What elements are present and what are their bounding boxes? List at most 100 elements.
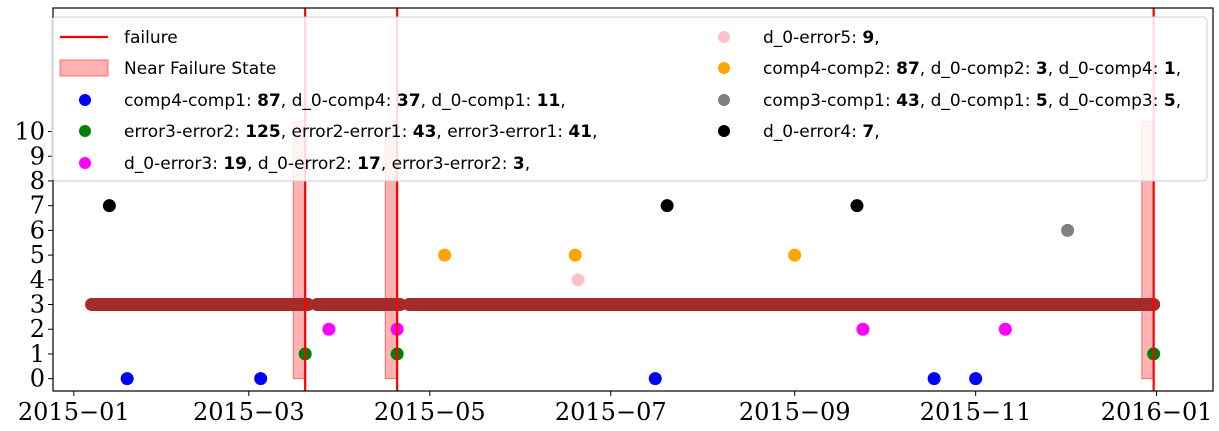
legend-label: comp3-comp1: 43, d_0-comp1: 5, d_0-comp3… xyxy=(763,91,1181,111)
data-point xyxy=(660,199,674,213)
y-tick-label: 7 xyxy=(30,192,45,220)
legend-label-part: comp3-comp1: xyxy=(763,91,896,111)
legend-label-part: , d_0-comp4: xyxy=(1048,59,1164,79)
legend: failure Near Failure State comp4-comp1: 87… xyxy=(51,16,1208,182)
legend-label-part: 87 xyxy=(257,91,281,111)
data-point xyxy=(438,248,452,262)
legend-label: comp4-comp2: 87, d_0-comp2: 3, d_0-comp4… xyxy=(763,59,1181,79)
legend-label-part: 11 xyxy=(537,91,561,111)
legend-entry: comp4-comp2: 87, d_0-comp2: 3, d_0-comp4… xyxy=(718,59,1181,79)
legend-label-part: 125 xyxy=(245,122,281,142)
legend-label-part: , xyxy=(874,122,879,142)
data-point xyxy=(254,372,268,386)
data-point xyxy=(927,372,941,386)
y-tick-label: 10 xyxy=(14,118,45,146)
legend-label-part: , d_0-comp1: xyxy=(920,91,1036,111)
legend-label-part: , xyxy=(592,122,597,142)
x-tick-label: 2015−01 xyxy=(18,398,130,426)
data-point xyxy=(571,273,585,287)
legend-entry: d_0-error3: 19, d_0-error2: 17, error3-e… xyxy=(79,154,530,174)
plot-frame xyxy=(52,7,1214,392)
legend-marker-swatch xyxy=(79,157,91,169)
legend-label-part: d_0-error3: xyxy=(124,154,223,174)
x-tick-label: 2015−05 xyxy=(374,398,486,426)
legend-label-part: 5 xyxy=(1164,91,1176,111)
legend-label-part: , xyxy=(874,28,879,48)
y-tick-label: 5 xyxy=(30,241,45,269)
legend-label-part: 43 xyxy=(896,91,920,111)
legend-label-part: , d_0-comp4: xyxy=(281,91,397,111)
y-tick-label: 8 xyxy=(30,167,45,195)
legend-label-part: , error3-error1: xyxy=(436,122,568,142)
data-point xyxy=(856,322,870,336)
legend-marker-swatch xyxy=(79,125,91,137)
legend-entry: comp4-comp1: 87, d_0-comp4: 37, d_0-comp… xyxy=(79,91,566,111)
legend-entry: Near Failure State xyxy=(59,59,276,79)
data-point xyxy=(102,199,116,213)
legend-label: comp4-comp1: 87, d_0-comp4: 37, d_0-comp… xyxy=(124,91,566,111)
legend-label-part: , d_0-comp1: xyxy=(421,91,537,111)
legend-label-part: comp4-comp2: xyxy=(763,59,896,79)
y-tick-label: 6 xyxy=(30,216,45,244)
legend-entry: error3-error2: 125, error2-error1: 43, e… xyxy=(79,122,598,142)
legend-label-part: error3-error2: xyxy=(124,122,245,142)
legend-label-part: 87 xyxy=(896,59,920,79)
legend-marker-swatch xyxy=(718,94,730,106)
legend-label-part: 7 xyxy=(862,122,874,142)
legend-marker-swatch xyxy=(718,31,730,43)
legend-marker-swatch xyxy=(718,62,730,74)
legend-label-part: 43 xyxy=(413,122,437,142)
legend-label-part: failure xyxy=(124,28,178,48)
legend-label-part: 1 xyxy=(1164,59,1176,79)
data-point xyxy=(788,248,802,262)
y-tick-label: 3 xyxy=(30,291,45,319)
x-tick-label: 2015−03 xyxy=(193,398,305,426)
legend-label-part: 17 xyxy=(357,154,381,174)
legend-label-part: , xyxy=(1176,59,1181,79)
legend-label-part: 9 xyxy=(862,28,874,48)
legend-entry: failure xyxy=(60,28,178,48)
x-axis: 2015−01 2015−03 2015−05 2015−07 2015−09 2015−… xyxy=(18,391,1213,426)
legend-label: d_0-error3: 19, d_0-error2: 17, error3-e… xyxy=(124,154,530,174)
legend-label-part: , xyxy=(1176,91,1181,111)
legend-label-part: , xyxy=(525,154,530,174)
data-point xyxy=(322,322,336,336)
legend-marker-swatch xyxy=(718,125,730,137)
legend-label-part: , d_0-error2: xyxy=(247,154,357,174)
data-point xyxy=(1061,223,1075,237)
legend-label: d_0-error5: 9, xyxy=(763,28,880,48)
x-tick-label: 2015−11 xyxy=(920,398,1032,426)
legend-entry: d_0-error4: 7, xyxy=(718,122,880,142)
legend-entry: comp3-comp1: 43, d_0-comp1: 5, d_0-comp3… xyxy=(718,91,1181,111)
legend-box xyxy=(51,16,1208,182)
x-tick-label: 2015−07 xyxy=(555,398,667,426)
legend-label-part: , error3-error2: xyxy=(381,154,513,174)
legend-entry: d_0-error5: 9, xyxy=(718,28,880,48)
legend-label: error3-error2: 125, error2-error1: 43, e… xyxy=(124,122,598,142)
legend-label-part: 37 xyxy=(397,91,421,111)
legend-label-part: comp4-comp1: xyxy=(124,91,257,111)
data-point xyxy=(998,322,1012,336)
legend-label-part: d_0-error5: xyxy=(763,28,862,48)
data-point xyxy=(850,199,864,213)
y-tick-label: 0 xyxy=(30,365,45,393)
legend-label-part: d_0-error4: xyxy=(763,122,862,142)
legend-label: failure xyxy=(124,28,178,48)
legend-label-part: 41 xyxy=(568,122,592,142)
y-tick-label: 2 xyxy=(30,315,45,343)
x-tick-label: 2015−09 xyxy=(739,398,851,426)
x-tick-label: 2016−01 xyxy=(1101,398,1213,426)
legend-label-part: , d_0-comp3: xyxy=(1048,91,1164,111)
legend-label: d_0-error4: 7, xyxy=(763,122,880,142)
legend-label: Near Failure State xyxy=(124,59,276,79)
data-point xyxy=(568,248,582,262)
legend-label-part: Near Failure State xyxy=(124,59,276,79)
y-tick-label: 1 xyxy=(30,340,45,368)
y-tick-label: 9 xyxy=(30,142,45,170)
legend-label-part: 3 xyxy=(513,154,525,174)
y-tick-label: 4 xyxy=(30,266,45,294)
legend-patch-swatch xyxy=(59,59,109,77)
data-point xyxy=(969,372,983,386)
